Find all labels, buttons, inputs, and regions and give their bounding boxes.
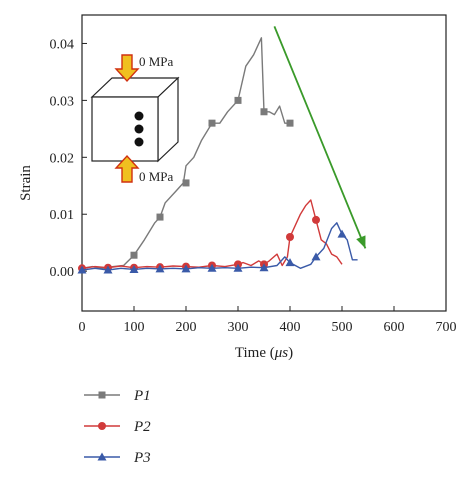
- data-point-p3: [103, 265, 113, 274]
- data-point-p3: [77, 265, 87, 274]
- data-point-p3: [285, 258, 295, 267]
- data-point-p2: [312, 215, 320, 224]
- data-point-p3: [207, 263, 217, 272]
- x-tick-label: 700: [436, 320, 457, 335]
- x-axis-title-prefix: Time (: [235, 345, 275, 361]
- legend-label-p1: P1: [133, 388, 151, 404]
- legend-marker-p1: [98, 391, 106, 399]
- legend: P1 P2 P3: [84, 388, 151, 466]
- trend-arrow-head-icon: [356, 235, 366, 249]
- top-load-arrow-icon: [114, 54, 140, 83]
- y-tick-label: 0.03: [50, 94, 75, 109]
- data-point-p3: [259, 263, 269, 272]
- data-point-p2: [286, 233, 294, 241]
- data-point-p3: [233, 263, 243, 272]
- sensor-dot-p3: [134, 137, 144, 147]
- plot-area: 0 100 200 300 400 500 600 700 0.00 0.01 0.02 0.03 0.…: [50, 14, 457, 335]
- data-point-p1: [286, 119, 294, 127]
- trend-arrow-shaft: [273, 26, 367, 249]
- x-tick-label: 500: [332, 320, 353, 335]
- data-point-p3: [129, 264, 139, 273]
- data-point-p3: [155, 264, 165, 273]
- sensor-dot-p1: [134, 111, 144, 121]
- y-axis-title: Strain: [18, 165, 34, 201]
- top-load-label: 0 MPa: [139, 54, 174, 69]
- x-axis-title: Time (μs): [235, 345, 293, 361]
- data-point-p1: [208, 119, 216, 127]
- y-tick-label: 0.02: [50, 151, 75, 166]
- data-point-p3: [311, 252, 321, 261]
- x-tick-label: 400: [280, 320, 301, 335]
- specimen-inset: 0 MPa 0 MPa: [90, 54, 180, 184]
- legend-marker-p3: [97, 452, 107, 461]
- y-tick-label: 0.04: [50, 37, 75, 52]
- y-tick-label: 0.00: [50, 265, 75, 280]
- x-tick-label: 300: [228, 320, 249, 335]
- x-axis-title-suffix: ): [288, 345, 293, 361]
- data-point-p1: [182, 179, 190, 187]
- data-point-p1: [234, 96, 242, 104]
- x-tick-label: 600: [384, 320, 405, 335]
- series-line-p2: [81, 199, 343, 269]
- series-line-p3: [81, 222, 358, 271]
- legend-label-p3: P3: [133, 450, 151, 466]
- data-point-p3: [337, 229, 347, 238]
- data-point-p1: [260, 108, 268, 116]
- sensor-dot-p2: [134, 124, 144, 134]
- bottom-load-label: 0 MPa: [139, 169, 174, 184]
- cube-front-face: [91, 96, 159, 162]
- y-tick-label: 0.01: [50, 208, 75, 223]
- data-point-p1: [130, 251, 138, 259]
- data-point-p3: [181, 264, 191, 273]
- bottom-load-arrow-icon: [114, 154, 140, 183]
- legend-label-p2: P2: [133, 419, 151, 435]
- x-axis-title-unit: μs: [274, 345, 289, 361]
- data-point-p1: [156, 213, 164, 221]
- x-tick-label: 0: [79, 320, 86, 335]
- plot-frame: [81, 14, 447, 312]
- legend-marker-p2: [98, 422, 106, 430]
- x-tick-label: 100: [124, 320, 145, 335]
- x-tick-label: 200: [176, 320, 197, 335]
